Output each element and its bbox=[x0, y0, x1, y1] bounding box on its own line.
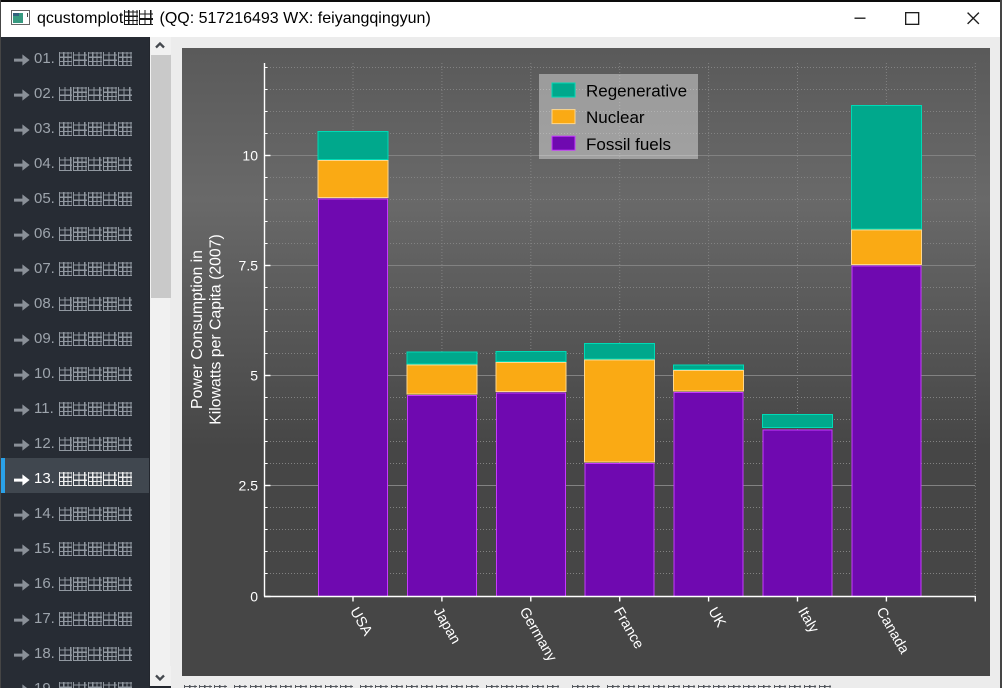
svg-text:Fossil fuels: Fossil fuels bbox=[586, 135, 671, 154]
svg-text:2.5: 2.5 bbox=[239, 478, 259, 494]
svg-text:Regenerative: Regenerative bbox=[586, 82, 687, 101]
svg-text:10: 10 bbox=[242, 148, 258, 164]
svg-text:7.5: 7.5 bbox=[239, 258, 259, 274]
svg-text:Nuclear: Nuclear bbox=[586, 108, 645, 127]
svg-text:0: 0 bbox=[250, 589, 258, 605]
svg-text:Power Consumption in: Power Consumption in bbox=[189, 250, 206, 409]
svg-text:Kilowatts per Capita (2007): Kilowatts per Capita (2007) bbox=[208, 234, 225, 425]
svg-text:5: 5 bbox=[250, 368, 258, 384]
